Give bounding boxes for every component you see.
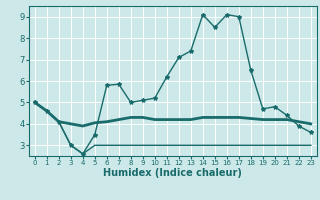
X-axis label: Humidex (Indice chaleur): Humidex (Indice chaleur) (103, 168, 242, 178)
